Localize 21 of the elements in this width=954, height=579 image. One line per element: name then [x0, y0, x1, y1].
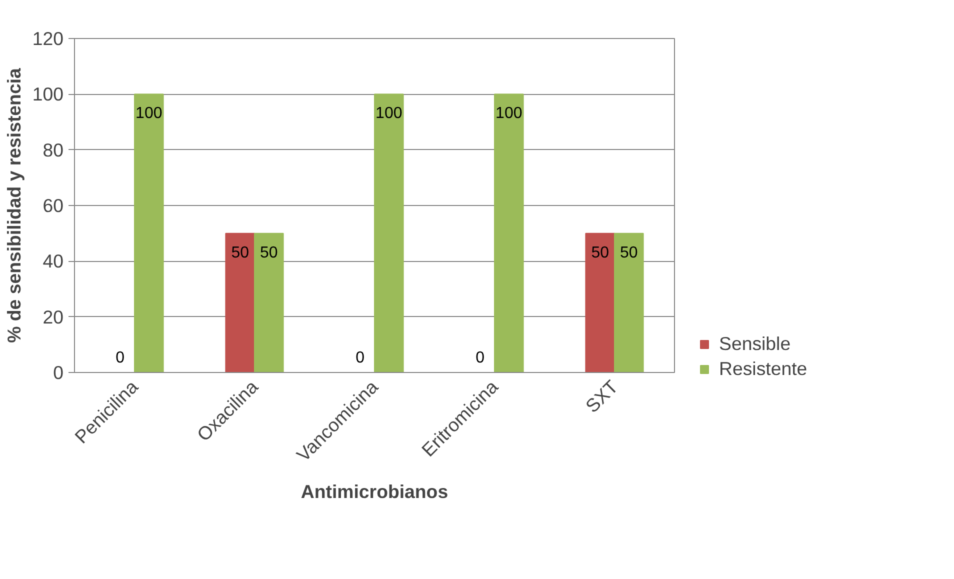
y-tick-label: 0 — [53, 362, 64, 383]
data-label: 100 — [496, 105, 522, 122]
y-tick-label: 120 — [32, 28, 64, 49]
data-label: 50 — [231, 244, 250, 262]
data-label: 50 — [620, 244, 638, 262]
y-axis-title: % de sensibilidad y resistencia — [3, 67, 24, 343]
y-tick-label: 40 — [42, 250, 64, 272]
data-label: 100 — [136, 105, 162, 122]
data-label: 0 — [116, 350, 125, 366]
y-tick-label: 60 — [42, 195, 64, 216]
data-label: 0 — [476, 350, 485, 366]
data-label: 50 — [591, 244, 610, 262]
legend-label: Resistente — [719, 358, 808, 380]
y-tick-label: 100 — [32, 84, 64, 105]
data-label: 100 — [376, 105, 402, 122]
y-tick-label: 80 — [42, 139, 64, 160]
legend-label: Sensible — [719, 333, 791, 355]
x-axis-title: Antimicrobianos — [300, 480, 448, 502]
data-label: 0 — [356, 350, 365, 366]
data-label: 50 — [260, 244, 278, 262]
y-tick-label: 20 — [42, 306, 64, 328]
